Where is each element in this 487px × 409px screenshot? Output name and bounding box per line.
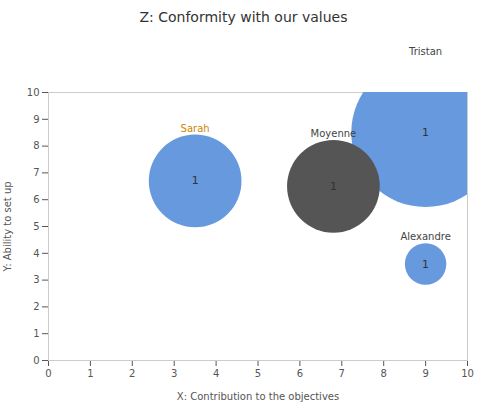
svg-text:6: 6	[297, 368, 303, 379]
svg-text:Moyenne: Moyenne	[311, 128, 357, 139]
svg-text:0: 0	[45, 368, 51, 379]
svg-text:Sarah: Sarah	[181, 123, 210, 134]
svg-text:6: 6	[33, 194, 39, 205]
svg-text:5: 5	[33, 221, 39, 232]
svg-text:1: 1	[422, 258, 429, 271]
svg-text:1: 1	[422, 126, 429, 139]
svg-text:1: 1	[87, 368, 93, 379]
svg-text:1: 1	[330, 180, 337, 193]
svg-text:9: 9	[422, 368, 428, 379]
svg-text:2: 2	[129, 368, 135, 379]
svg-text:8: 8	[33, 140, 39, 151]
svg-text:2: 2	[33, 301, 39, 312]
svg-text:3: 3	[33, 274, 39, 285]
svg-text:Y: Ability to set up: Y: Ability to set up	[2, 181, 13, 272]
svg-text:4: 4	[213, 368, 219, 379]
html-text:Z: Conformity with our values: Z: Conformity with our values	[139, 9, 348, 25]
svg-text:10: 10	[27, 87, 40, 98]
svg-text:10: 10	[461, 368, 474, 379]
svg-text:8: 8	[381, 368, 387, 379]
svg-text:7: 7	[33, 167, 39, 178]
svg-text:X: Contribution to the objecti: X: Contribution to the objectives	[177, 391, 339, 402]
svg-text:Tristan: Tristan	[408, 46, 442, 57]
svg-text:1: 1	[192, 174, 199, 187]
svg-text:3: 3	[171, 368, 177, 379]
svg-text:7: 7	[339, 368, 345, 379]
svg-text:5: 5	[255, 368, 261, 379]
svg-text:Alexandre: Alexandre	[400, 231, 450, 242]
svg-text:0: 0	[33, 355, 39, 366]
svg-text:9: 9	[33, 114, 39, 125]
svg-text:1: 1	[33, 328, 39, 339]
svg-text:4: 4	[33, 248, 39, 259]
